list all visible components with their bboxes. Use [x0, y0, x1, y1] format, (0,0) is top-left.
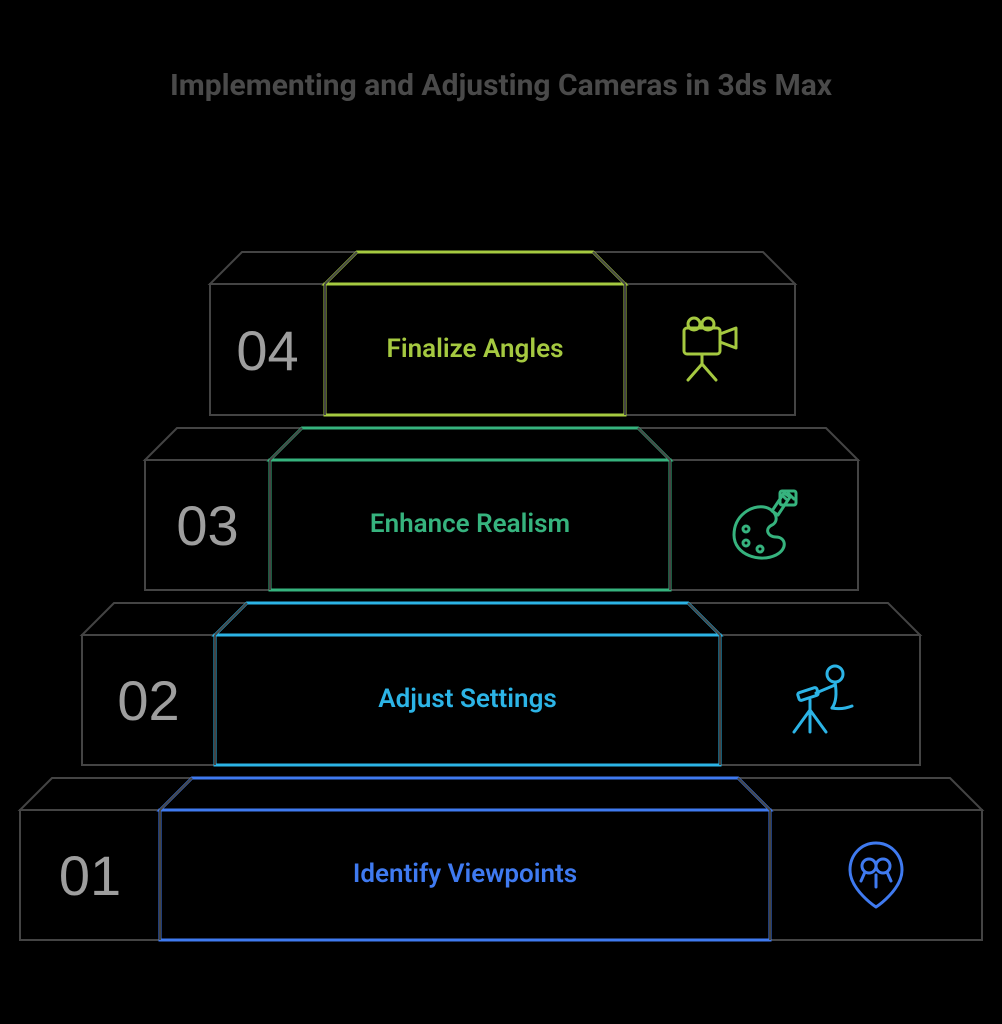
step-number-2: 02	[82, 668, 215, 733]
map-pin-binoculars-icon	[770, 810, 982, 940]
pyramid-diagram: 01Identify Viewpoints 02Adjust Settings …	[0, 0, 1002, 1024]
step-label-1: Identify Viewpoints	[160, 859, 770, 889]
film-camera-icon	[625, 284, 795, 415]
palette-brush-icon	[670, 460, 858, 590]
step-number-1: 01	[20, 843, 160, 908]
step-number-4: 04	[210, 318, 325, 383]
step-label-2: Adjust Settings	[215, 684, 720, 714]
step-label-3: Enhance Realism	[270, 509, 670, 539]
telescope-person-icon	[720, 635, 920, 765]
step-number-3: 03	[145, 493, 270, 558]
step-label-4: Finalize Angles	[325, 334, 625, 364]
